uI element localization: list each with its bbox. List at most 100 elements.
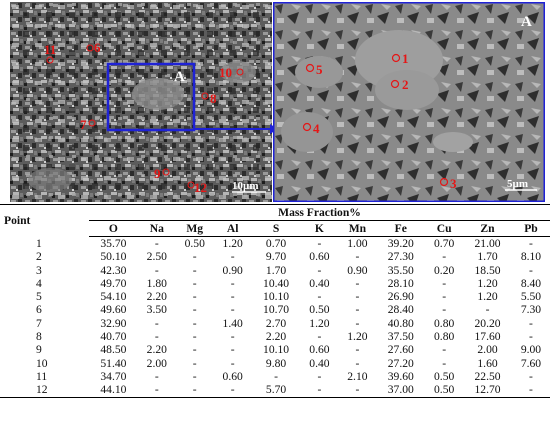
mass-fraction-cell: - [355,356,360,370]
mass-fraction-cell: 28.10 [387,276,414,290]
mass-fraction-cell: - [317,369,322,383]
mass-fraction-cell: - [192,303,197,317]
mass-fraction-cell: 10.10 [263,343,290,357]
point-number-cell: 4 [36,276,42,290]
mass-fraction-cell: - [511,383,550,398]
svg-text:12: 12 [194,180,207,195]
mass-fraction-cell: - [355,303,360,317]
table-row: 10 51.40 2.00 - - 9.80 0.40 - 27.20 - 1.60 7.60 [0,357,550,370]
mass-fraction-cell: - [442,290,447,304]
mass-fraction-cell: 49.70 [100,276,127,290]
left-marker-12: 12 [187,180,207,195]
mass-fraction-cell: 1.20 [477,290,498,304]
mass-fraction-cell: 2.10 [347,369,368,383]
mass-fraction-cell: - [355,250,360,264]
mass-fraction-cell: - [442,250,447,264]
point-number-cell: 10 [36,356,48,370]
mass-fraction-table: Point Mass Fraction% O Na Mg Al S K Mn Fe Cu Zn Pb… [0,204,550,398]
element-column-header: Mg [175,220,214,237]
mass-fraction-cell: - [355,343,360,357]
mass-fraction-cell: 0.60 [222,369,243,383]
point-number-cell: 9 [36,343,42,357]
mass-fraction-cell: 0.70 [434,237,455,250]
mass-fraction-cell: 9.80 [265,356,287,370]
mass-fraction-cell: 0.60 [309,343,330,357]
mass-fraction-cell: 1.20 [477,276,498,290]
right-marker-5: 5 [305,62,323,77]
mass-fraction-cell: 37.50 [387,330,414,344]
mass-fraction-cell: 0.90 [222,263,243,277]
inset-region-box [106,62,196,132]
mass-fraction-cell: 40.70 [100,330,127,344]
mass-fraction-cell: 27.60 [387,343,414,357]
right-marker-3: 3 [439,176,457,191]
left-marker-10: 10 [219,65,244,80]
element-column-header: Al [213,220,252,237]
mass-fraction-cell: - [485,303,490,317]
point-column-header: Point [0,204,90,237]
mass-fraction-cell: 54.10 [100,290,127,304]
mass-fraction-cell: - [529,316,533,330]
mass-fraction-cell: 48.50 [100,343,127,357]
table-row: 7 32.90 - - 1.40 2.70 1.20 - 40.80 0.80 20.20 - [0,317,550,330]
mass-fraction-cell: - [230,343,235,357]
table-row: 9 48.50 2.20 - - 10.10 0.60 - 27.60 - 2.00 9.00 [0,343,550,356]
mass-fraction-cell: 0.50 [425,383,464,398]
mass-fraction-cell: - [192,290,197,304]
mass-fraction-cell: - [192,263,197,277]
mass-fraction-cell: - [442,356,447,370]
mass-fraction-cell: - [230,303,235,317]
table-row: 3 42.30 - - 0.90 1.70 - 0.90 35.50 0.20 18.50 - [0,264,550,277]
table-row: 5 54.10 2.20 - - 10.10 - - 26.90 - 1.20 5.50 [0,290,550,303]
svg-text:10µm: 10µm [232,180,259,192]
mass-fraction-cell: 0.50 [309,303,330,317]
mass-fraction-cell: - [154,330,159,344]
table-row: 4 49.70 1.80 - - 10.40 0.40 - 28.10 - 1.20 8.40 [0,277,550,290]
mass-fraction-cell: 7.60 [520,356,542,370]
svg-text:6: 6 [94,40,101,55]
mass-fraction-cell: 0.80 [434,330,455,344]
point-number-cell: 3 [36,263,42,277]
left-scale-bar: 10µm [232,180,266,193]
mass-fraction-cell: 1.20 [222,237,243,250]
mass-fraction-cell: 0.40 [309,276,330,290]
mass-fraction-cell: - [355,290,360,304]
mass-fraction-cell: 12.70 [463,383,512,398]
element-column-header: Cu [425,220,464,237]
table-row: 6 49.60 3.50 - - 10.70 0.50 - 28.40 - - 7.30 [0,303,550,316]
mass-fraction-cell: - [192,276,197,290]
mass-fraction-cell: 44.10 [89,383,138,398]
zoom-panel-label: A [521,14,532,30]
mass-fraction-cell: 1.70 [265,263,287,277]
mass-fraction-cell: - [154,316,159,330]
mass-fraction-cell: - [192,330,197,344]
mass-fraction-cell: 17.60 [474,330,501,344]
svg-text:2: 2 [402,77,409,92]
mass-fraction-cell: - [529,330,533,344]
point-number-cell: 7 [36,316,42,330]
mass-fraction-cell: 39.20 [387,237,414,250]
mass-fraction-cell: 0.20 [434,263,455,277]
mass-fraction-cell: 37.00 [376,383,426,398]
mass-fraction-cell: - [154,369,159,383]
point-number-cell: 6 [36,303,42,317]
table-row: 1 35.70 - 0.50 1.20 0.70 - 1.00 39.20 0.70 21.00 - [0,237,550,251]
mass-fraction-cell: - [230,250,235,264]
mass-fraction-cell: - [442,343,447,357]
svg-text:5µm: 5µm [507,178,528,190]
mass-fraction-cell: - [274,369,278,383]
mass-fraction-cell: - [230,356,235,370]
mass-fraction-cell: - [300,383,339,398]
right-marker-4: 4 [302,121,320,136]
mass-fraction-cell: 0.50 [434,369,455,383]
point-number-cell: 2 [36,250,42,264]
mass-fraction-cell: - [529,369,533,383]
mass-fraction-cell: 9.00 [520,343,542,357]
mass-fraction-cell: 39.60 [387,369,414,383]
right-scale-bar: 5µm [505,178,537,191]
mass-fraction-cell: 27.20 [387,356,414,370]
svg-text:9: 9 [154,166,161,181]
mass-fraction-cell: 34.70 [100,369,127,383]
svg-text:1: 1 [402,51,409,66]
point-number-cell: 11 [36,369,48,383]
